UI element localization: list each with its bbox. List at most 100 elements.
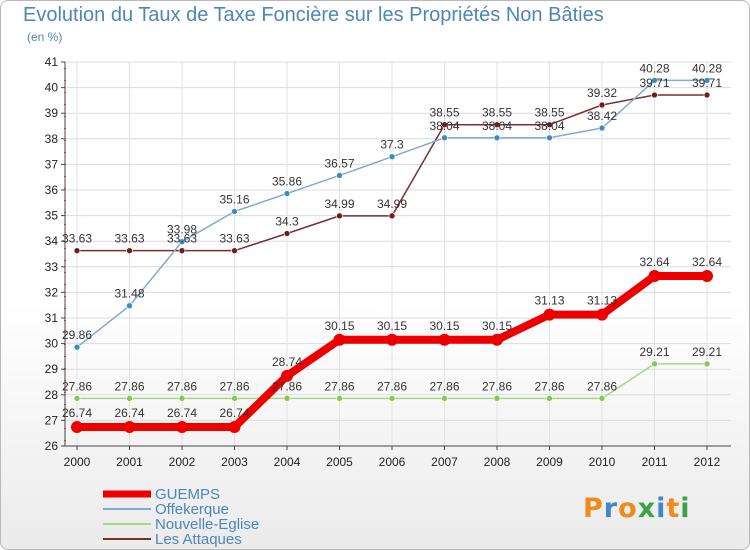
logo-letter: x bbox=[637, 493, 657, 524]
logo-letter: P bbox=[583, 493, 604, 524]
data-point bbox=[598, 124, 606, 132]
data-point bbox=[441, 395, 448, 402]
data-point bbox=[386, 333, 398, 346]
data-point bbox=[126, 302, 133, 310]
x-tick-label: 2010 bbox=[589, 455, 616, 469]
y-tick-label: 29 bbox=[45, 362, 59, 376]
data-point bbox=[388, 212, 396, 220]
logo-letter: r bbox=[603, 493, 619, 524]
data-label: 29.86 bbox=[62, 328, 92, 342]
data-point bbox=[546, 395, 553, 402]
x-tick-label: 2001 bbox=[116, 455, 143, 469]
data-label: 29.21 bbox=[692, 345, 722, 359]
data-label: 28.74 bbox=[272, 355, 302, 369]
logo-letter: i bbox=[656, 493, 667, 524]
legend-label: GUEMPS bbox=[155, 486, 220, 503]
data-point bbox=[651, 77, 658, 84]
data-label: 27.86 bbox=[587, 379, 617, 393]
data-label: 27.86 bbox=[429, 379, 459, 393]
data-label: 27.86 bbox=[114, 379, 144, 393]
data-label: 36.57 bbox=[324, 156, 354, 170]
data-point bbox=[283, 190, 291, 197]
data-label: 34.99 bbox=[377, 197, 407, 211]
data-point bbox=[228, 421, 241, 434]
data-label: 27.86 bbox=[482, 379, 512, 393]
x-tick-label: 2011 bbox=[642, 455, 668, 469]
data-label: 31.13 bbox=[587, 294, 617, 308]
data-point bbox=[491, 333, 503, 346]
x-tick-label: 2006 bbox=[379, 455, 406, 469]
data-point bbox=[493, 395, 501, 402]
data-point bbox=[388, 153, 396, 161]
data-point bbox=[281, 369, 293, 382]
x-tick-label: 2002 bbox=[169, 455, 196, 469]
data-point bbox=[441, 121, 448, 129]
data-point bbox=[283, 230, 291, 237]
x-tick-label: 2009 bbox=[536, 455, 563, 469]
chart-subtitle: (en %) bbox=[27, 30, 63, 44]
chart-title: Evolution du Taux de Taxe Foncière sur l… bbox=[23, 4, 604, 26]
data-point bbox=[126, 247, 133, 254]
x-tick-label: 2007 bbox=[431, 455, 458, 469]
data-point bbox=[546, 121, 553, 129]
data-label: 33.63 bbox=[62, 232, 92, 246]
data-point bbox=[333, 333, 346, 346]
data-label: 34.99 bbox=[324, 197, 354, 211]
x-tick-label: 2004 bbox=[274, 455, 301, 469]
x-tick-label: 2000 bbox=[64, 455, 91, 469]
x-tick-label: 2003 bbox=[221, 455, 248, 469]
logo-letter: i bbox=[680, 493, 691, 524]
data-label: 39.71 bbox=[692, 76, 722, 90]
data-label: 35.86 bbox=[272, 175, 302, 189]
data-point bbox=[231, 247, 238, 254]
data-point bbox=[651, 91, 658, 99]
data-label: 27.86 bbox=[62, 379, 92, 393]
data-point bbox=[388, 395, 396, 402]
data-label: 27.86 bbox=[534, 379, 564, 393]
data-label: 35.16 bbox=[219, 193, 249, 207]
data-point bbox=[73, 247, 81, 254]
y-tick-label: 36 bbox=[45, 183, 59, 197]
data-point bbox=[598, 101, 606, 109]
data-point bbox=[598, 395, 606, 402]
data-label: 27.86 bbox=[219, 379, 249, 393]
x-tick-label: 2012 bbox=[694, 455, 721, 469]
data-point bbox=[703, 91, 711, 99]
data-point bbox=[178, 395, 186, 402]
data-label: 29.21 bbox=[639, 345, 669, 359]
data-point bbox=[231, 208, 238, 215]
data-label: 38.55 bbox=[534, 106, 564, 120]
data-point bbox=[701, 270, 713, 283]
data-label: 38.04 bbox=[482, 119, 512, 133]
data-label: 27.86 bbox=[324, 379, 354, 393]
data-point bbox=[703, 77, 711, 84]
data-point bbox=[178, 247, 186, 254]
data-point bbox=[336, 395, 343, 402]
y-tick-label: 41 bbox=[45, 55, 59, 69]
data-point bbox=[438, 333, 451, 346]
data-point bbox=[231, 395, 238, 402]
y-tick-label: 26 bbox=[45, 439, 59, 453]
data-label: 30.15 bbox=[482, 319, 512, 333]
data-label: 40.28 bbox=[692, 61, 722, 75]
legend-label: Offekerque bbox=[155, 501, 229, 518]
data-point bbox=[546, 134, 553, 142]
data-label: 38.04 bbox=[429, 119, 459, 133]
data-point bbox=[283, 395, 291, 402]
data-point bbox=[73, 343, 81, 351]
y-tick-label: 38 bbox=[45, 132, 59, 146]
data-point bbox=[441, 134, 448, 142]
data-label: 27.86 bbox=[272, 379, 302, 393]
data-point bbox=[73, 395, 81, 402]
data-label: 32.64 bbox=[692, 255, 722, 269]
data-label: 30.15 bbox=[377, 319, 407, 333]
data-label: 26.74 bbox=[114, 406, 144, 420]
data-point bbox=[493, 134, 501, 142]
data-label: 38.55 bbox=[482, 106, 512, 120]
data-point bbox=[648, 270, 661, 283]
data-label: 40.28 bbox=[639, 61, 669, 75]
data-label: 30.15 bbox=[324, 319, 354, 333]
y-tick-label: 27 bbox=[45, 413, 59, 427]
data-point bbox=[493, 121, 501, 129]
